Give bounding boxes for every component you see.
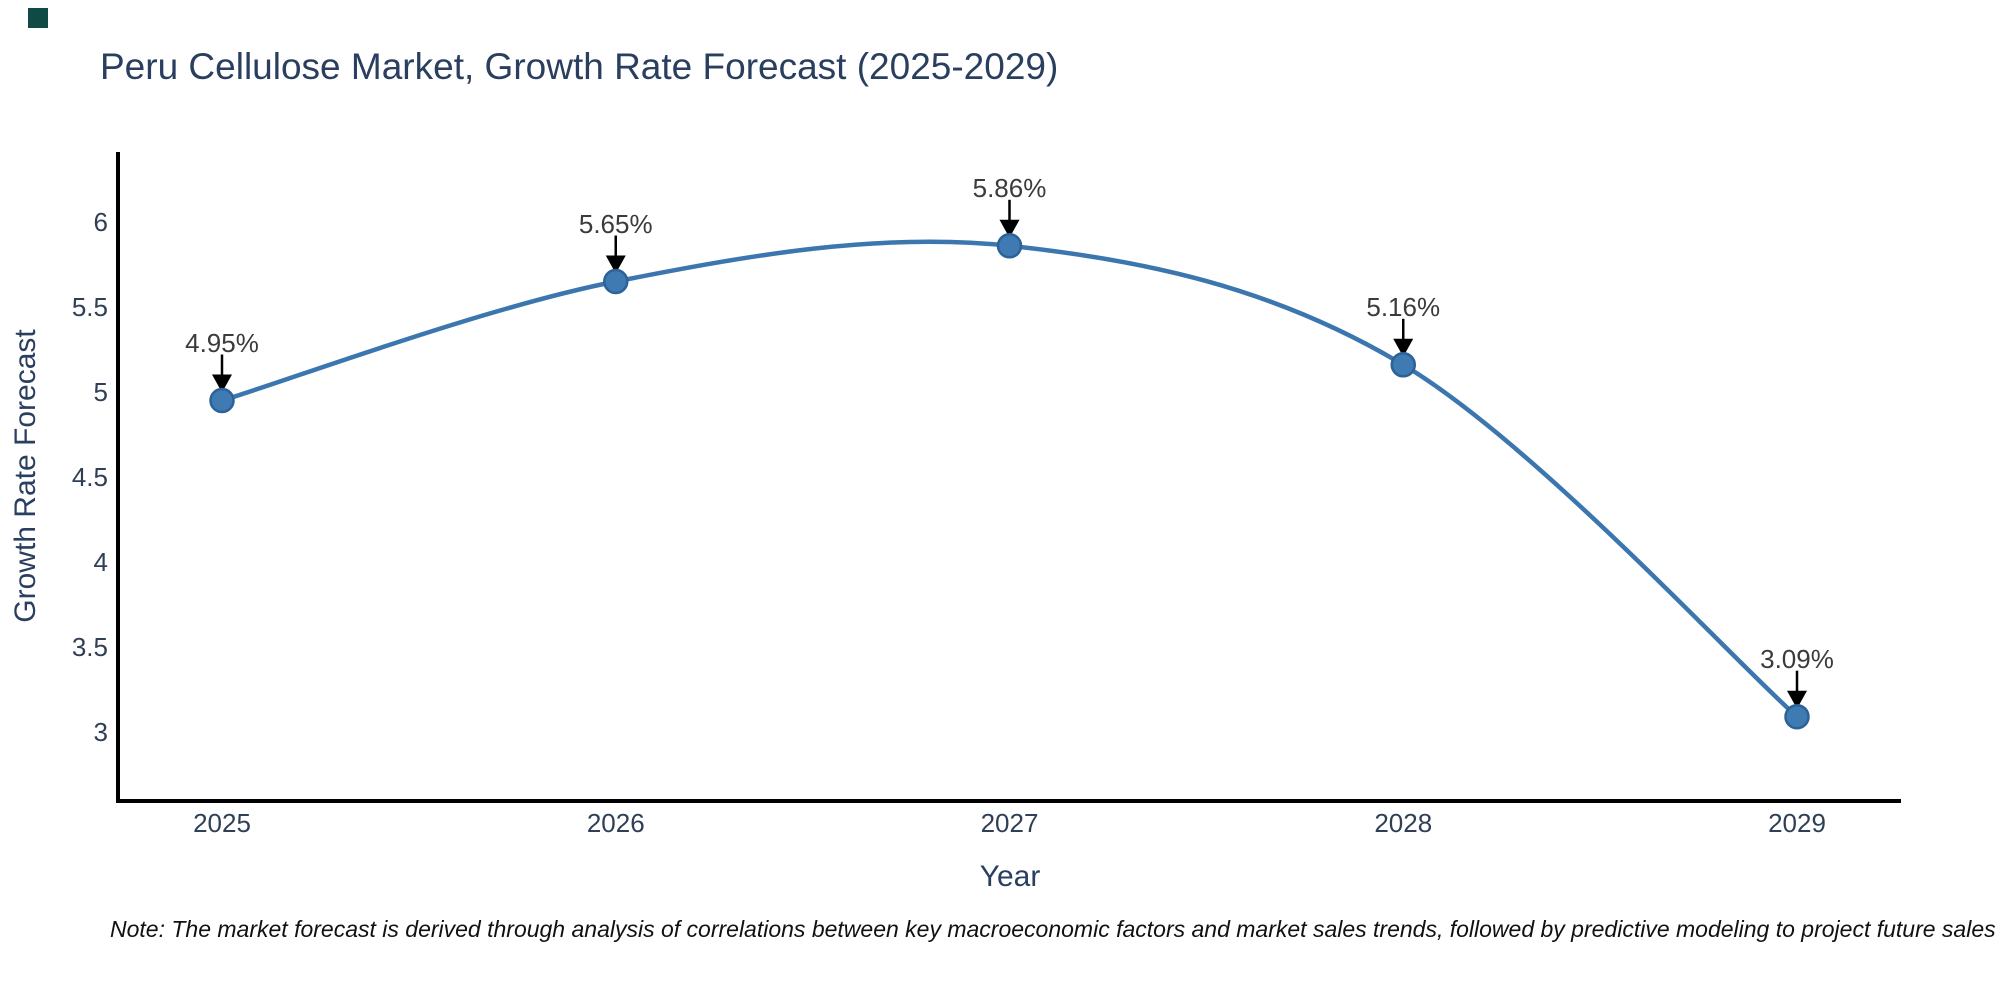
annotation-arrowhead bbox=[1393, 338, 1414, 357]
chart-title: Peru Cellulose Market, Growth Rate Forec… bbox=[100, 46, 1059, 87]
y-tick-label: 3 bbox=[93, 717, 108, 747]
point-value-label: 3.09% bbox=[1760, 643, 1834, 674]
trend-line bbox=[221, 239, 1799, 719]
data-point-marker[interactable] bbox=[996, 233, 1023, 259]
annotation-arrowhead bbox=[212, 374, 232, 393]
point-value-label: 5.16% bbox=[1366, 291, 1441, 322]
y-tick-label: 5 bbox=[93, 377, 108, 407]
x-tick-label: 2028 bbox=[1374, 808, 1433, 838]
x-tick-label: 2025 bbox=[193, 808, 251, 838]
brand-logo-square bbox=[28, 8, 48, 28]
footnote-text: Note: The market forecast is derived thr… bbox=[110, 916, 1996, 942]
y-tick-label: 5.5 bbox=[71, 292, 108, 322]
annotation-arrowhead bbox=[999, 219, 1020, 238]
point-value-label: 4.95% bbox=[185, 327, 259, 358]
y-axis-title: Growth Rate Forecast bbox=[9, 329, 42, 623]
annotation-arrowhead bbox=[605, 255, 626, 274]
point-value-label: 5.86% bbox=[972, 172, 1047, 203]
x-tick-label: 2026 bbox=[586, 808, 645, 838]
point-value-label: 5.65% bbox=[578, 208, 653, 239]
y-tick-label: 4.5 bbox=[71, 462, 108, 492]
x-tick-label: 2027 bbox=[980, 808, 1039, 838]
annotation-arrowhead bbox=[1787, 690, 1807, 709]
data-point-marker[interactable] bbox=[603, 268, 629, 295]
x-tick-label: 2029 bbox=[1768, 808, 1826, 838]
data-point-marker[interactable] bbox=[209, 387, 235, 414]
y-tick-label: 4 bbox=[93, 547, 108, 577]
data-point-marker[interactable] bbox=[1390, 352, 1416, 378]
y-tick-label: 3.5 bbox=[71, 632, 108, 662]
y-tick-label: 6 bbox=[93, 207, 108, 237]
data-point-marker[interactable] bbox=[1784, 703, 1810, 730]
x-axis-title: Year bbox=[979, 860, 1041, 893]
